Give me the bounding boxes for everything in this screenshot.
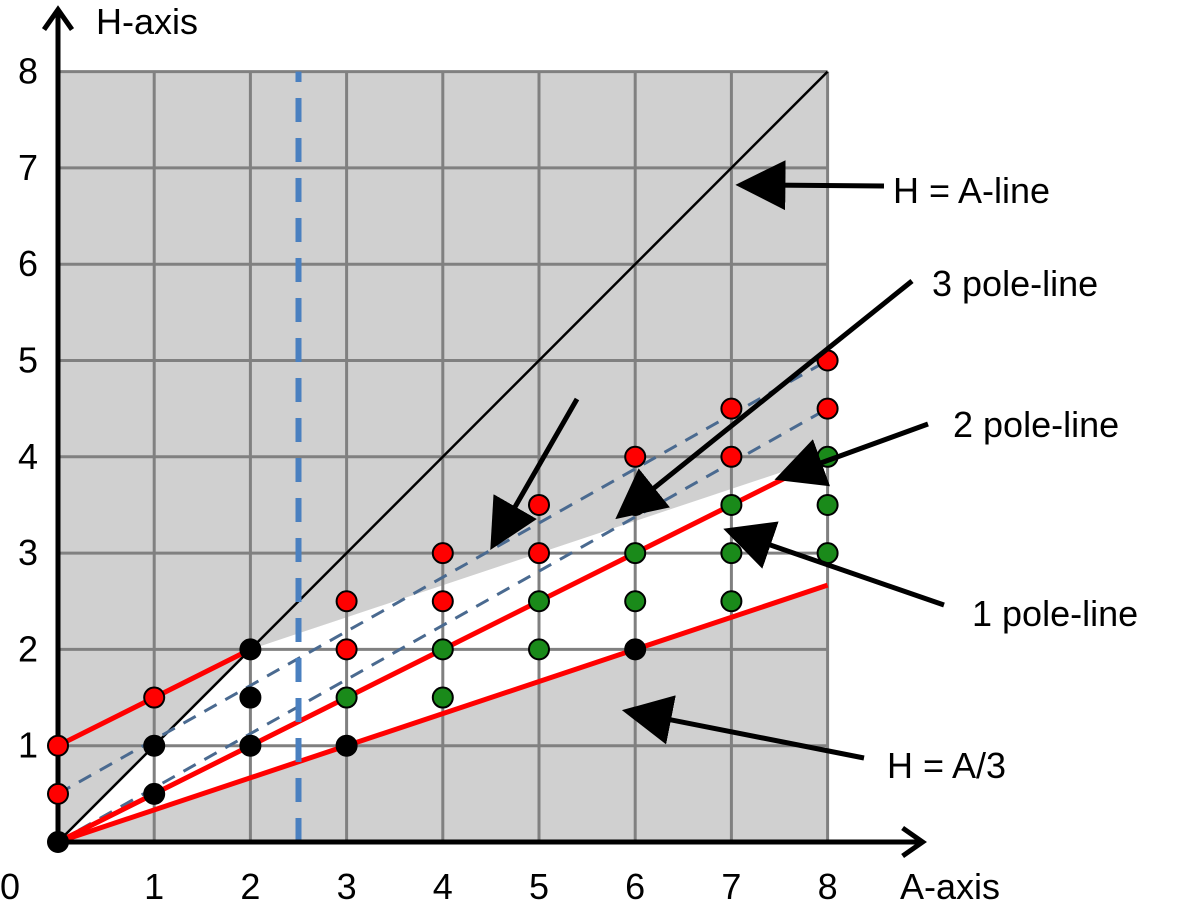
point-green <box>431 638 454 661</box>
point-black <box>239 638 262 661</box>
y-tick-label: 2 <box>18 628 38 669</box>
point-red <box>431 590 454 613</box>
arrow-2-pole-line <box>774 421 929 487</box>
point-red <box>720 397 743 420</box>
point-green <box>720 493 743 516</box>
label-h-eq-a-3: H = A/3 <box>887 745 1006 786</box>
y-tick-label: 3 <box>18 532 38 573</box>
point-green <box>624 590 647 613</box>
point-green <box>431 686 454 709</box>
x-tick-label: 3 <box>337 866 357 907</box>
point-green <box>528 638 550 661</box>
point-black <box>624 638 647 661</box>
point-black <box>143 734 166 757</box>
arrow-3-pole-line-upper <box>615 279 914 520</box>
origin-label: 0 <box>0 866 20 907</box>
y-axis-title: H-axis <box>96 1 198 42</box>
annotations: H = A-line 3 pole-line 2 pole-line 1 pole-l… <box>490 160 1138 786</box>
point-red <box>816 397 839 420</box>
y-tick-label: 5 <box>18 340 38 381</box>
point-red <box>528 493 550 516</box>
point-red <box>528 542 550 565</box>
point-black <box>143 782 166 805</box>
x-axis-arrow-icon <box>901 825 927 859</box>
point-black <box>335 734 358 757</box>
point-red <box>47 734 69 757</box>
x-tick-label: 6 <box>625 866 645 907</box>
y-tick-label: 1 <box>18 725 38 766</box>
point-green <box>816 493 839 516</box>
point-green <box>624 542 647 565</box>
y-tick-label: 4 <box>18 436 38 477</box>
y-axis-arrow-icon <box>41 5 75 32</box>
arrow-h-eq-a-3 <box>621 695 865 761</box>
line-3-pole-line <box>57 359 829 796</box>
point-red <box>335 638 358 661</box>
point-red <box>335 590 358 613</box>
arrow-h-eq-a-line <box>735 160 885 211</box>
arrow-1-pole-line <box>723 521 945 608</box>
line-2-pole-line <box>57 407 829 844</box>
y-tick-label: 8 <box>18 51 38 92</box>
point-green <box>720 542 743 565</box>
point-black <box>239 686 262 709</box>
x-tick-label: 2 <box>240 866 260 907</box>
label-h-eq-a-line: H = A-line <box>893 170 1050 211</box>
axes <box>41 5 927 859</box>
x-tick-label: 5 <box>529 866 549 907</box>
x-tick-label: 7 <box>721 866 741 907</box>
point-red <box>143 686 166 709</box>
point-red <box>720 445 743 468</box>
point-red <box>624 445 647 468</box>
x-tick-label: 8 <box>818 866 838 907</box>
label-2-pole-line: 2 pole-line <box>953 404 1119 445</box>
tick-labels: 1 2 3 4 5 6 7 8 1 2 3 4 5 6 7 8 <box>18 51 838 907</box>
point-green <box>720 590 743 613</box>
point-green <box>335 686 358 709</box>
arrow-3-pole-line-lower <box>490 397 580 550</box>
x-axis-title: A-axis <box>900 866 1000 907</box>
label-3-pole-line: 3 pole-line <box>932 263 1098 304</box>
label-1-pole-line: 1 pole-line <box>972 593 1138 634</box>
point-red <box>47 782 69 805</box>
point-black <box>239 734 262 757</box>
y-tick-label: 7 <box>18 147 38 188</box>
point-black <box>47 831 69 853</box>
y-tick-label: 6 <box>18 243 38 284</box>
line-h-a-line <box>57 70 829 843</box>
point-green <box>528 590 550 613</box>
point-red <box>431 542 454 565</box>
line-h-a-3 <box>57 582 829 845</box>
x-tick-label: 4 <box>433 866 453 907</box>
x-tick-label: 1 <box>144 866 164 907</box>
